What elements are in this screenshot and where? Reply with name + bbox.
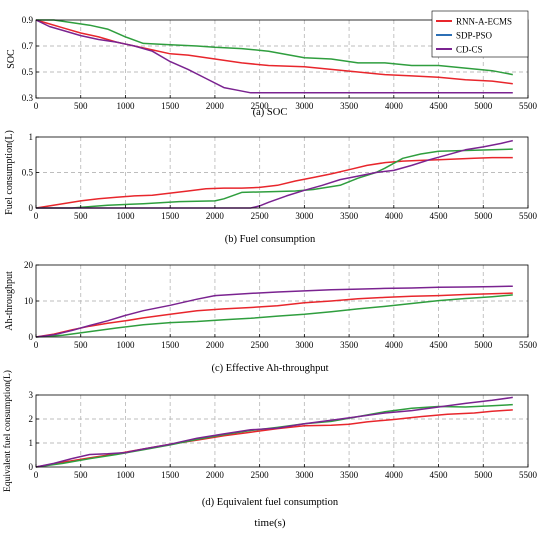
x-tick-label: 0 [34, 340, 39, 350]
x-tick-label: 500 [74, 340, 88, 350]
series-line-cd-cs [35, 285, 513, 338]
x-tick-label: 2500 [251, 470, 270, 480]
y-tick-label: 10 [24, 296, 34, 306]
x-tick-label: 3500 [340, 101, 359, 111]
series-line-cd-cs [35, 19, 513, 94]
x-tick-label: 5000 [474, 340, 493, 350]
series-line-sdp-pso [36, 148, 513, 209]
x-tick-label: 3500 [340, 340, 359, 350]
series-layer [35, 19, 513, 468]
y-tick-label: 0 [29, 462, 34, 472]
y-tick-label: 0 [29, 332, 34, 342]
y-tick-label: 0 [29, 203, 34, 213]
series-line-sdp-pso [36, 19, 513, 76]
x-tick-label: 5500 [519, 340, 538, 350]
series-line-cd-cs [35, 396, 513, 468]
x-tick-label: 500 [74, 470, 88, 480]
y-tick-label: 0.7 [22, 41, 34, 51]
x-tick-label: 2000 [206, 340, 225, 350]
y-tick-label: 0.5 [22, 67, 34, 77]
panel-caption: (c) Effective Ah-throughput [211, 363, 328, 374]
series-line-rnn-a-ecms [35, 409, 513, 468]
x-tick-label: 0 [34, 101, 39, 111]
plot-frame [35, 394, 529, 468]
x-tick-label: 1000 [116, 470, 135, 480]
y-axis-label: SOC [6, 49, 17, 69]
y-tick-label: 3 [29, 390, 34, 400]
series-line-sdp-pso [35, 403, 513, 468]
legend-label: RNN-A-ECMS [456, 17, 512, 27]
y-tick-label: 0.3 [22, 93, 34, 103]
x-tick-label: 3000 [295, 211, 314, 221]
x-tick-label: 1000 [116, 340, 135, 350]
x-tick-label: 1000 [116, 101, 135, 111]
x-tick-label: 4000 [385, 470, 404, 480]
panel-caption: (d) Equivalent fuel consumption [202, 497, 339, 508]
plot-frame [35, 19, 529, 99]
x-tick-label: 5500 [519, 211, 538, 221]
x-tick-label: 2500 [251, 101, 270, 111]
x-tick-label: 0 [34, 211, 39, 221]
x-tick-label: 5000 [474, 101, 493, 111]
series-line-sdp-pso [35, 294, 513, 338]
y-tick-label: 1 [29, 132, 34, 142]
x-tick-label: 2000 [206, 211, 225, 221]
series-line-rnn-a-ecms [35, 19, 513, 85]
x-tick-label: 2500 [251, 340, 270, 350]
legend-label: CD-CS [456, 45, 483, 55]
y-axis-label: Equivalent fuel consumption(L) [2, 370, 13, 492]
x-tick-label: 4000 [385, 101, 404, 111]
x-tick-label: 4500 [430, 340, 449, 350]
x-tick-label: 5000 [474, 211, 493, 221]
x-tick-label: 4500 [430, 470, 449, 480]
panel-caption: (b) Fuel consumption [225, 234, 316, 245]
x-tick-label: 5500 [519, 470, 538, 480]
x-tick-label: 3000 [295, 101, 314, 111]
x-axis-title: time(s) [254, 517, 285, 529]
x-tick-label: 2000 [206, 101, 225, 111]
x-tick-label: 4500 [430, 101, 449, 111]
x-tick-label: 1000 [116, 211, 135, 221]
x-tick-label: 4000 [385, 340, 404, 350]
x-tick-label: 3500 [340, 470, 359, 480]
x-tick-label: 4000 [385, 211, 404, 221]
y-axis-label: Fuel consumption(L) [4, 130, 15, 215]
x-tick-label: 5000 [474, 470, 493, 480]
x-tick-label: 1500 [161, 340, 180, 350]
panel-caption: (a) SOC [253, 107, 288, 118]
x-tick-label: 3500 [340, 211, 359, 221]
x-tick-label: 4500 [430, 211, 449, 221]
x-tick-label: 5500 [519, 101, 538, 111]
y-axis-label: Ah-throughput [4, 271, 15, 331]
y-tick-label: 2 [29, 414, 34, 424]
series-line-rnn-a-ecms [35, 292, 513, 338]
x-tick-label: 3000 [295, 470, 314, 480]
x-tick-label: 2500 [251, 211, 270, 221]
x-tick-label: 0 [34, 470, 39, 480]
legend-label: SDP-PSO [456, 31, 493, 41]
axes-layer [35, 19, 529, 468]
x-tick-label: 1500 [161, 211, 180, 221]
y-tick-label: 0.5 [22, 168, 34, 178]
x-tick-label: 500 [74, 211, 88, 221]
x-tick-label: 500 [74, 101, 88, 111]
x-tick-label: 1500 [161, 101, 180, 111]
grid-layer [36, 20, 528, 467]
x-tick-label: 1500 [161, 470, 180, 480]
y-tick-label: 20 [24, 260, 34, 270]
x-tick-label: 2000 [206, 470, 225, 480]
x-tick-label: 3000 [295, 340, 314, 350]
y-tick-label: 1 [29, 438, 34, 448]
text-layer: 0 500 1000 1500 2000 2500 3000 3500 4000 4500 5000… [2, 10, 538, 508]
y-tick-label: 0.9 [22, 15, 34, 25]
